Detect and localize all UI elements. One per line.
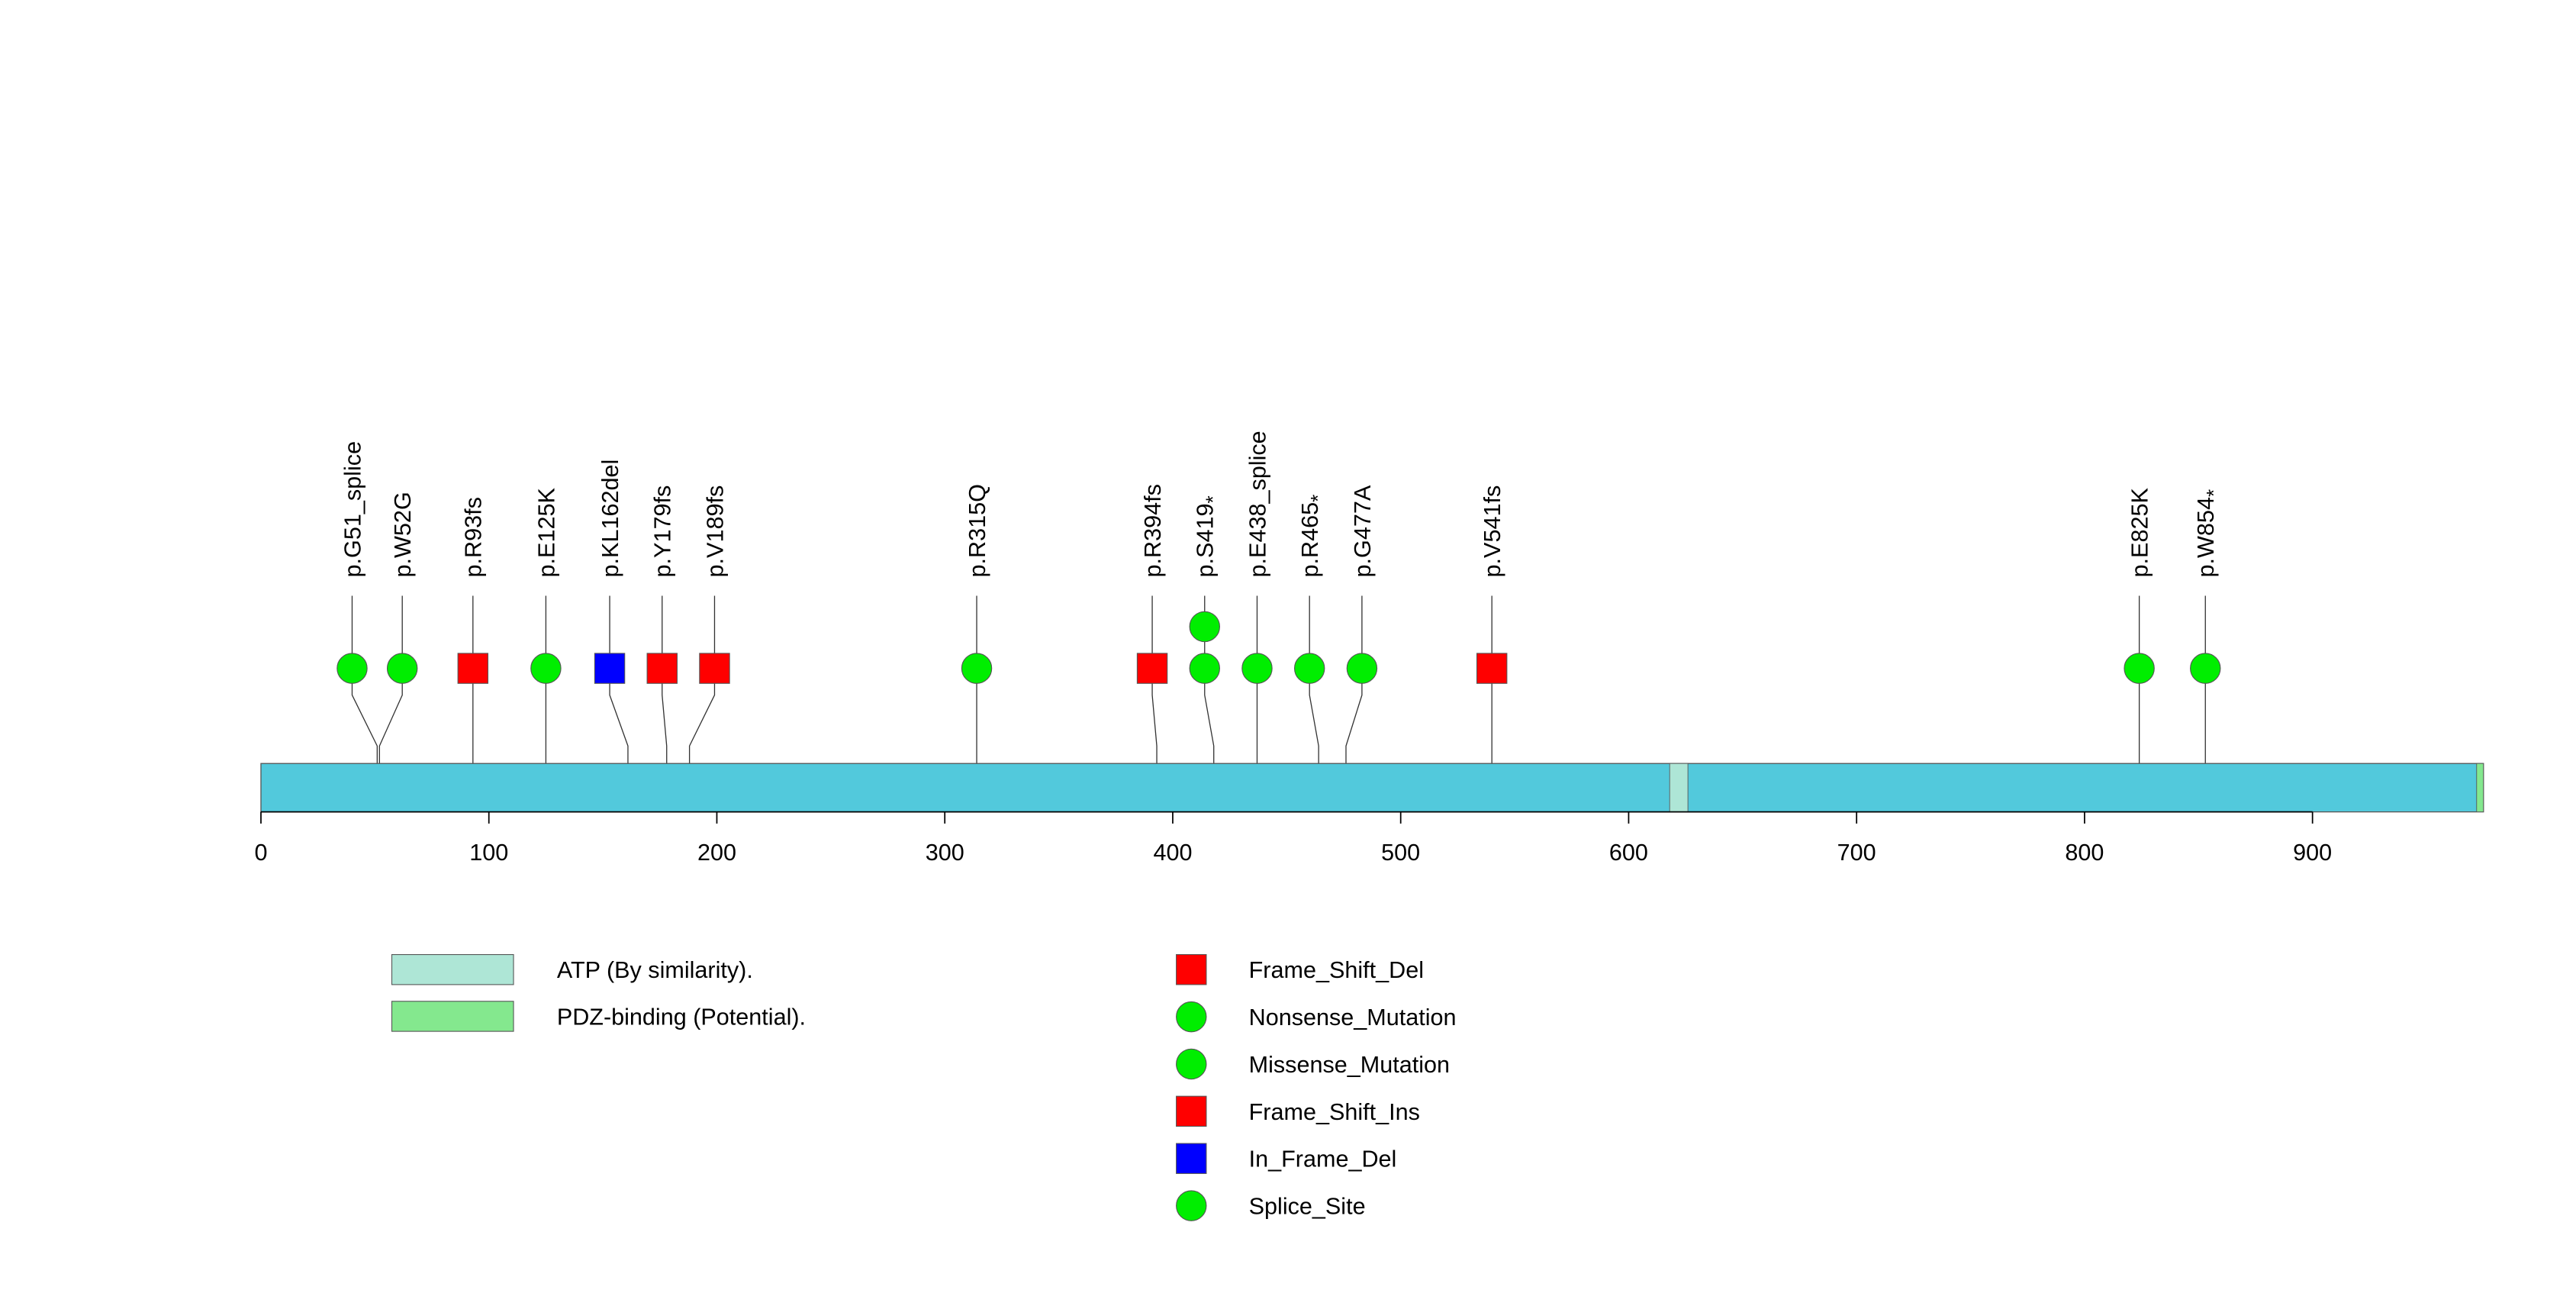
x-tick-label: 200 xyxy=(697,840,736,866)
mutation-type-legend-label: Frame_Shift_Ins xyxy=(1249,1099,1420,1125)
mutation-marker xyxy=(457,653,489,684)
x-tick-label: 400 xyxy=(1153,840,1192,866)
mutation-marker xyxy=(2190,653,2221,684)
mutation-type-legend-symbol xyxy=(1176,954,1207,985)
mutation-marker xyxy=(1346,653,1378,684)
domain-legend-label: PDZ-binding (Potential). xyxy=(557,1004,806,1030)
mutation-label: p.G51_splice xyxy=(340,441,365,578)
domain-region xyxy=(1669,763,1689,813)
mutation-marker xyxy=(1476,653,1508,684)
mutation-marker xyxy=(1189,653,1220,684)
mutation-label: p.R465* xyxy=(1297,495,1329,578)
mutation-marker xyxy=(1293,653,1325,684)
mutation-type-legend-label: In_Frame_Del xyxy=(1249,1146,1397,1172)
mutation-marker xyxy=(386,653,418,684)
mutation-label: p.E125K xyxy=(533,488,559,578)
protein-backbone-layer xyxy=(260,763,2484,813)
mutation-labels: p.G51_splice p.W52G p.R93fs p.E125K p.KL162d… xyxy=(340,431,2225,577)
mutation-marker xyxy=(1189,611,1220,643)
mutation-label: p.V541fs xyxy=(1480,485,1505,578)
mutation-label: p.R93fs xyxy=(461,497,487,577)
x-tick-label: 700 xyxy=(1837,840,1876,866)
mutation-label: p.S419* xyxy=(1193,495,1225,577)
mutation-marker xyxy=(699,653,730,684)
x-tick-label: 600 xyxy=(1609,840,1648,866)
domain-legend-label: ATP (By similarity). xyxy=(557,957,753,983)
mutation-marker xyxy=(961,653,993,684)
domain-legend: ATP (By similarity). PDZ-binding (Potenti… xyxy=(391,954,806,1032)
mutation-label: p.E438_splice xyxy=(1245,431,1270,577)
mutation-label: p.R315Q xyxy=(964,484,990,577)
mutation-marker xyxy=(1136,653,1168,684)
x-tick-label: 800 xyxy=(2065,840,2104,866)
mutation-type-legend-symbol xyxy=(1176,1143,1207,1174)
mutation-type-legend-symbol xyxy=(1176,1095,1207,1127)
mutation-type-legend-symbol xyxy=(1176,1048,1207,1080)
mutation-label: p.G477A xyxy=(1350,485,1376,577)
mutation-marker xyxy=(646,653,678,684)
x-tick-label: 100 xyxy=(469,840,508,866)
mutation-marker xyxy=(594,653,626,684)
mutation-type-legend: Frame_Shift_Del Nonsense_Mutation Missense… xyxy=(1176,954,1457,1221)
mutation-type-legend-label: Splice_Site xyxy=(1249,1194,1366,1220)
mutation-marker xyxy=(336,653,368,684)
mutation-label: p.Y179fs xyxy=(650,485,676,578)
mutation-label: p.KL162del xyxy=(597,460,623,578)
mutation-markers xyxy=(336,611,2221,684)
mutation-type-legend-symbol xyxy=(1176,1001,1207,1033)
mutation-marker xyxy=(1241,653,1273,684)
mutation-label: p.E825K xyxy=(2127,488,2153,578)
mutation-marker xyxy=(2124,653,2155,684)
mutation-type-legend-symbol xyxy=(1176,1190,1207,1221)
mutation-label: p.R394fs xyxy=(1140,484,1166,577)
mutation-type-legend-label: Missense_Mutation xyxy=(1249,1052,1450,1078)
domain-region xyxy=(2476,763,2484,813)
mutation-label: p.W854* xyxy=(2193,489,2225,578)
protein-backbone xyxy=(260,763,2484,813)
x-axis: 0 100 200 300 400 500 600 700 800 900 xyxy=(254,811,2332,866)
mutation-label: p.V189fs xyxy=(702,485,728,578)
x-tick-label: 0 xyxy=(254,840,267,866)
mutation-type-legend-label: Nonsense_Mutation xyxy=(1249,1005,1457,1030)
x-tick-label: 500 xyxy=(1381,840,1420,866)
mutation-type-legend-label: Frame_Shift_Del xyxy=(1249,957,1424,983)
x-tick-label: 300 xyxy=(926,840,964,866)
domain-legend-swatch xyxy=(391,1001,514,1032)
x-tick-label: 900 xyxy=(2293,840,2332,866)
domain-legend-swatch xyxy=(391,954,514,985)
mutation-label: p.W52G xyxy=(390,492,416,577)
mutation-marker xyxy=(530,653,562,684)
